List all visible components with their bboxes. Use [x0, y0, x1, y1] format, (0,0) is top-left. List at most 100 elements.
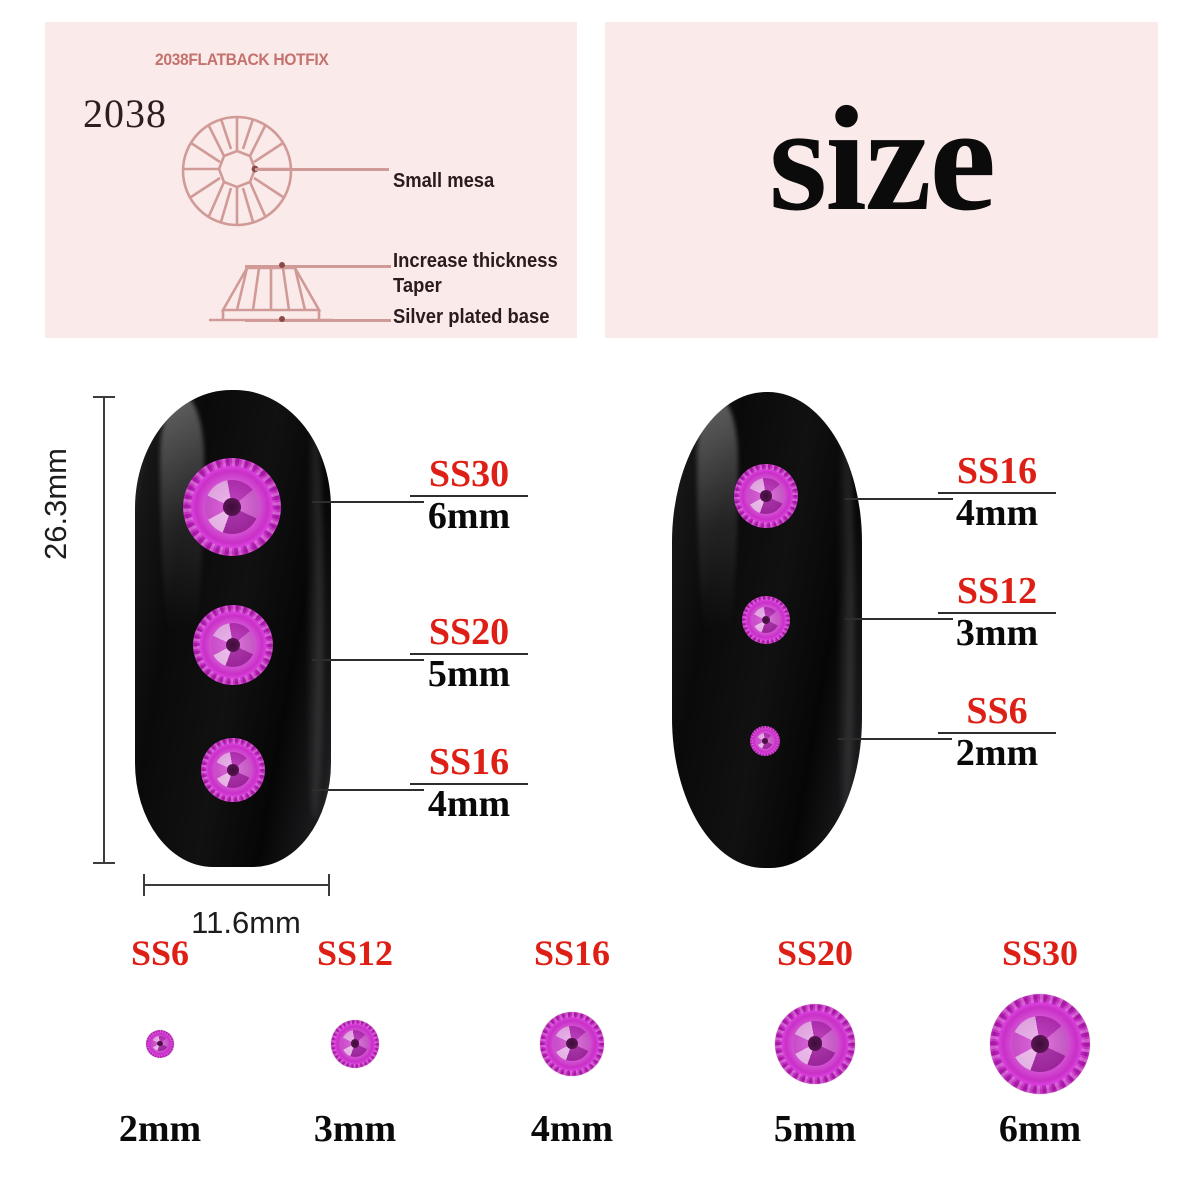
stone-center-point — [223, 498, 241, 516]
swatch-stone-wrap — [715, 991, 915, 1096]
callout-mm-label: 3mm — [955, 611, 1039, 654]
anchor-dot-base — [279, 316, 285, 322]
anchor-dot-thickness — [279, 262, 285, 268]
leader-line-ss16 — [312, 789, 424, 791]
callout-divider — [410, 494, 528, 497]
width-dimension-label: 11.6mm — [191, 905, 301, 940]
annotation-small-mesa: Small mesa — [393, 170, 495, 192]
stone-on-nail-ss12 — [742, 596, 790, 644]
callout-ss30: SS30 6mm — [410, 455, 528, 537]
callout-ss-label: SS6 — [966, 690, 1028, 732]
callout-divider — [938, 731, 1056, 734]
stone-center-point — [225, 637, 241, 653]
stone-side-view-diagram — [209, 266, 333, 322]
swatch-stone-wrap — [472, 991, 672, 1096]
leader-line-silver-plated-base — [245, 319, 391, 322]
leader-line-small-mesa — [255, 168, 389, 171]
swatch-ss12: SS12 3mm — [255, 935, 455, 1148]
callout-ss20: SS20 5mm — [410, 613, 528, 695]
leader-line-ss20 — [312, 659, 424, 661]
panel-title: 2038FLATBACK HOTFIX — [155, 50, 329, 69]
swatch-stone-wrap — [940, 991, 1140, 1096]
callout-ss12-right: SS12 3mm — [938, 572, 1056, 654]
stone-center-point — [566, 1037, 578, 1050]
leader-line-ss30 — [312, 501, 424, 503]
stone-center-point — [350, 1039, 360, 1048]
callout-divider — [938, 491, 1056, 494]
width-dimension-cap-left — [143, 874, 145, 896]
callout-mm-label: 2mm — [955, 731, 1039, 774]
stone-on-nail-ss16 — [201, 738, 265, 802]
size-heading-panel: size — [605, 22, 1158, 338]
size-swatch-row: SS6 2mm SS12 3mm SS16 — [60, 935, 1140, 1165]
swatch-ss16: SS16 4mm — [472, 935, 672, 1148]
callout-mm-label: 6mm — [427, 494, 511, 537]
height-dimension-line — [103, 396, 105, 864]
height-dimension-label: 26.3mm — [38, 448, 73, 560]
swatch-mm-label: 2mm — [118, 1108, 202, 1150]
swatch-ss-label: SS30 — [1001, 933, 1079, 973]
swatch-stone — [331, 1019, 379, 1068]
callout-ss-label: SS20 — [428, 611, 510, 653]
swatch-stone — [146, 1029, 174, 1058]
callout-divider — [938, 611, 1056, 614]
callout-ss16-right: SS16 4mm — [938, 452, 1056, 534]
swatch-stone-wrap — [255, 991, 455, 1096]
callout-ss-label: SS16 — [956, 450, 1038, 492]
model-number-label: 2038 — [83, 91, 167, 136]
swatch-ss-label: SS12 — [316, 933, 394, 973]
callout-mm-label: 4mm — [955, 491, 1039, 534]
stone-center-point — [1031, 1034, 1049, 1053]
size-heading: size — [768, 76, 996, 242]
callout-ss-label: SS16 — [428, 741, 510, 783]
leader-line-ss12-right — [845, 618, 953, 620]
swatch-ss-label: SS16 — [533, 933, 611, 973]
swatch-mm-label: 4mm — [530, 1108, 614, 1150]
stone-on-nail-ss30 — [183, 458, 281, 556]
callout-ss16: SS16 4mm — [410, 743, 528, 825]
stone-on-nail-ss20 — [193, 605, 273, 685]
annotation-taper: Taper — [393, 275, 442, 297]
callout-divider — [410, 652, 528, 655]
swatch-ss-label: SS20 — [776, 933, 854, 973]
leader-line-ss6-right — [838, 738, 952, 740]
swatch-stone — [990, 993, 1090, 1094]
height-dimension-cap-top — [93, 396, 115, 398]
width-dimension-cap-right — [328, 874, 330, 896]
callout-mm-label: 4mm — [427, 782, 511, 825]
stone-top-view-diagram — [181, 115, 293, 227]
product-diagram-panel: 2038FLATBACK HOTFIX 2038 — [45, 22, 577, 338]
nail-sample-right — [672, 392, 862, 868]
stone-center-point — [760, 490, 772, 502]
swatch-mm-label: 5mm — [773, 1108, 857, 1150]
callout-divider — [410, 782, 528, 785]
swatch-ss6: SS6 2mm — [60, 935, 260, 1148]
swatch-ss-label: SS6 — [130, 933, 190, 973]
stone-on-nail-ss16 — [734, 464, 798, 528]
swatch-stone — [775, 1003, 855, 1084]
callout-ss6-right: SS6 2mm — [938, 692, 1056, 774]
stone-center-point — [157, 1040, 163, 1046]
callout-ss-label: SS12 — [956, 570, 1038, 612]
callout-mm-label: 5mm — [427, 652, 511, 695]
callout-ss-label: SS30 — [428, 453, 510, 495]
swatch-stone — [540, 1011, 604, 1076]
swatch-stone-wrap — [60, 991, 260, 1096]
stone-center-point — [227, 764, 239, 776]
leader-line-increase-thickness — [245, 265, 391, 268]
swatch-ss20: SS20 5mm — [715, 935, 915, 1148]
annotation-silver-plated-base: Silver plated base — [393, 306, 550, 328]
nail-sample-left — [135, 390, 331, 867]
stone-center-point — [761, 615, 771, 625]
leader-line-ss16-right — [845, 498, 953, 500]
swatch-mm-label: 3mm — [313, 1108, 397, 1150]
stone-on-nail-ss6 — [750, 726, 780, 756]
swatch-ss30: SS30 6mm — [940, 935, 1140, 1148]
width-dimension-line — [143, 884, 330, 886]
stone-center-point — [807, 1036, 823, 1051]
swatch-mm-label: 6mm — [998, 1108, 1082, 1150]
annotation-increase-thickness: Increase thickness — [393, 250, 558, 272]
height-dimension-cap-bottom — [93, 862, 115, 864]
stone-center-point — [762, 738, 768, 744]
